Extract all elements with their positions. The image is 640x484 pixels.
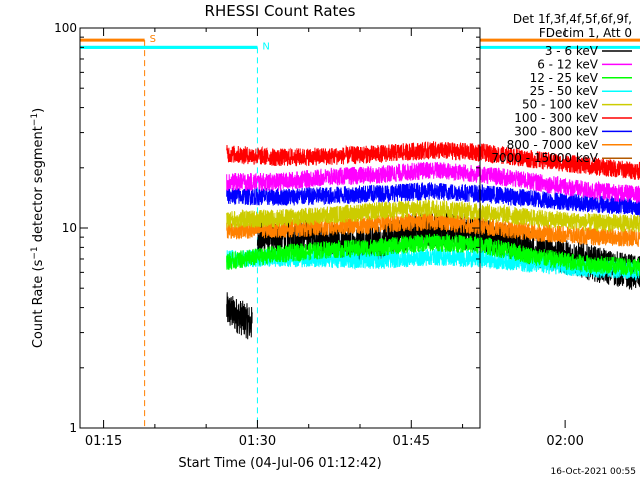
plot-frame bbox=[79, 27, 481, 429]
annotation-n: N bbox=[80, 41, 640, 428]
timestamp: 16-Oct-2021 00:55 bbox=[551, 467, 636, 477]
legend-header-line-1: Det 1f,3f,4f,5f,6f,9f, bbox=[513, 12, 632, 26]
legend-entry-label: 25 - 50 keV bbox=[530, 84, 599, 98]
legend-entry-label: 100 - 300 keV bbox=[514, 111, 598, 125]
series-6-12-kev bbox=[226, 161, 640, 204]
series-trace bbox=[226, 233, 640, 277]
legend-header-line-2: FDecim 1, Att 0 bbox=[539, 26, 632, 40]
series-trace bbox=[226, 182, 640, 218]
y-axis-label: Count Rate (s−1 detector segment−1) bbox=[30, 108, 46, 348]
series-300-800-kev bbox=[226, 182, 640, 218]
series-25-50-kev bbox=[226, 247, 640, 281]
series-trace bbox=[226, 161, 640, 204]
legend-entry-label: 50 - 100 keV bbox=[522, 98, 599, 112]
data-layer: SN bbox=[80, 34, 640, 428]
x-tick-label: 01:45 bbox=[393, 434, 430, 449]
legend-entry-label: 6 - 12 keV bbox=[537, 57, 599, 71]
series-trace bbox=[226, 212, 640, 247]
legend: Det 1f,3f,4f,5f,6f,9f, FDecim 1, Att 0 3… bbox=[491, 12, 632, 165]
legend-entry-label: 3 - 6 keV bbox=[545, 44, 599, 58]
series-100-300-kev bbox=[226, 141, 640, 180]
y-tick-label: 10 bbox=[62, 221, 77, 235]
series-trace bbox=[226, 141, 640, 180]
series-trace bbox=[226, 198, 640, 233]
y-tick-label: 1 bbox=[69, 421, 77, 435]
x-axis-label: Start Time (04-Jul-06 01:12:42) bbox=[178, 456, 381, 471]
chart-title: RHESSI Count Rates bbox=[205, 2, 356, 20]
legend-entry-label: 12 - 25 keV bbox=[530, 71, 599, 85]
x-tick-label: 01:15 bbox=[85, 434, 122, 449]
series-12-25-kev bbox=[226, 233, 640, 277]
series-800-7000-kev bbox=[226, 212, 640, 247]
series-50-100-kev bbox=[226, 198, 640, 233]
annotation-label: S bbox=[150, 34, 156, 45]
series-trace bbox=[226, 292, 253, 340]
axis-layer: 11010001:1501:3001:4502:0002:1502:3002:4… bbox=[54, 21, 584, 449]
legend-entry-label: 300 - 800 keV bbox=[514, 124, 598, 138]
x-tick-label: 02:00 bbox=[546, 434, 583, 449]
legend-entry-label: 800 - 7000 keV bbox=[507, 138, 599, 152]
y-tick-label: 100 bbox=[54, 21, 77, 35]
legend-entry-label: 7000 - 15000 keV bbox=[491, 151, 598, 165]
series-trace bbox=[226, 247, 640, 281]
annotation-label: N bbox=[262, 41, 269, 52]
x-tick-label: 01:30 bbox=[239, 434, 276, 449]
annotation-s: S bbox=[80, 34, 640, 428]
